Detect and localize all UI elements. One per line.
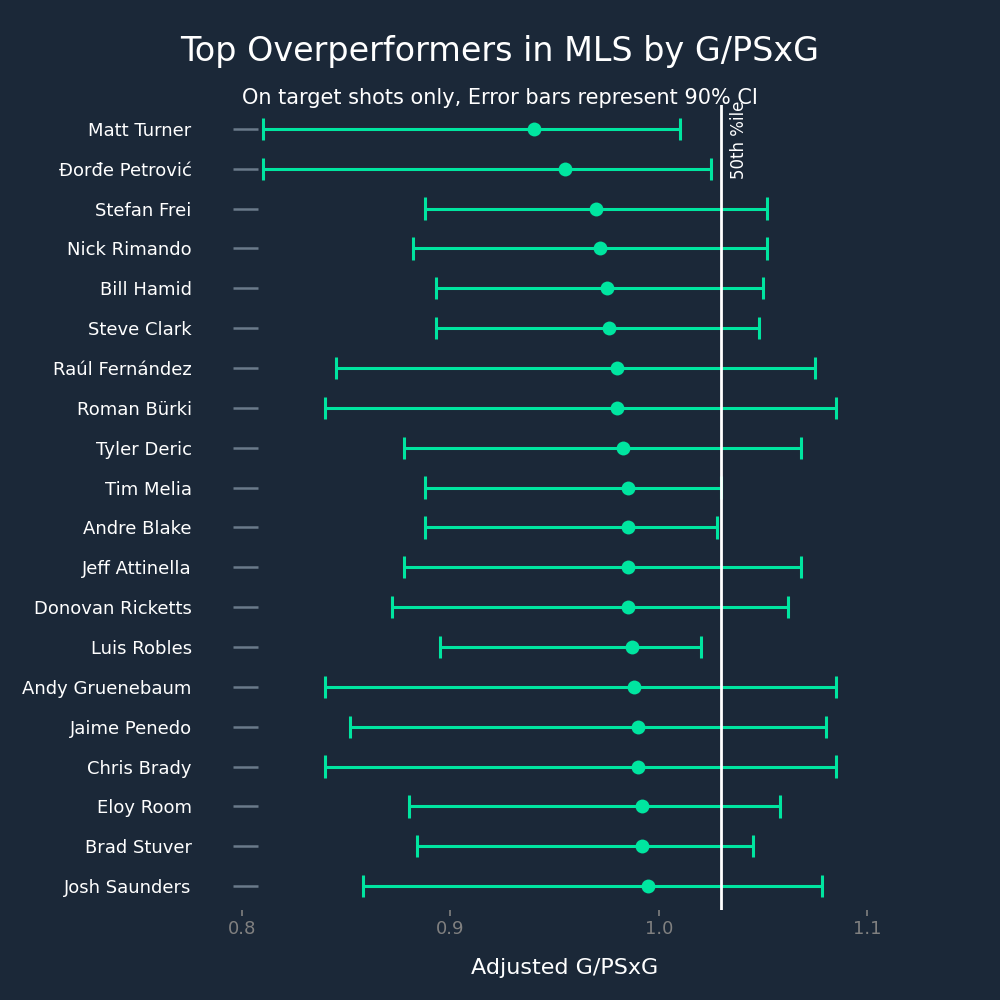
X-axis label: Adjusted G/PSxG: Adjusted G/PSxG xyxy=(471,958,659,978)
Text: Top Overperformers in MLS by G/PSxG: Top Overperformers in MLS by G/PSxG xyxy=(180,35,820,68)
Text: On target shots only, Error bars represent 90% CI: On target shots only, Error bars represe… xyxy=(242,88,758,108)
Text: 50th %ile: 50th %ile xyxy=(730,101,748,179)
